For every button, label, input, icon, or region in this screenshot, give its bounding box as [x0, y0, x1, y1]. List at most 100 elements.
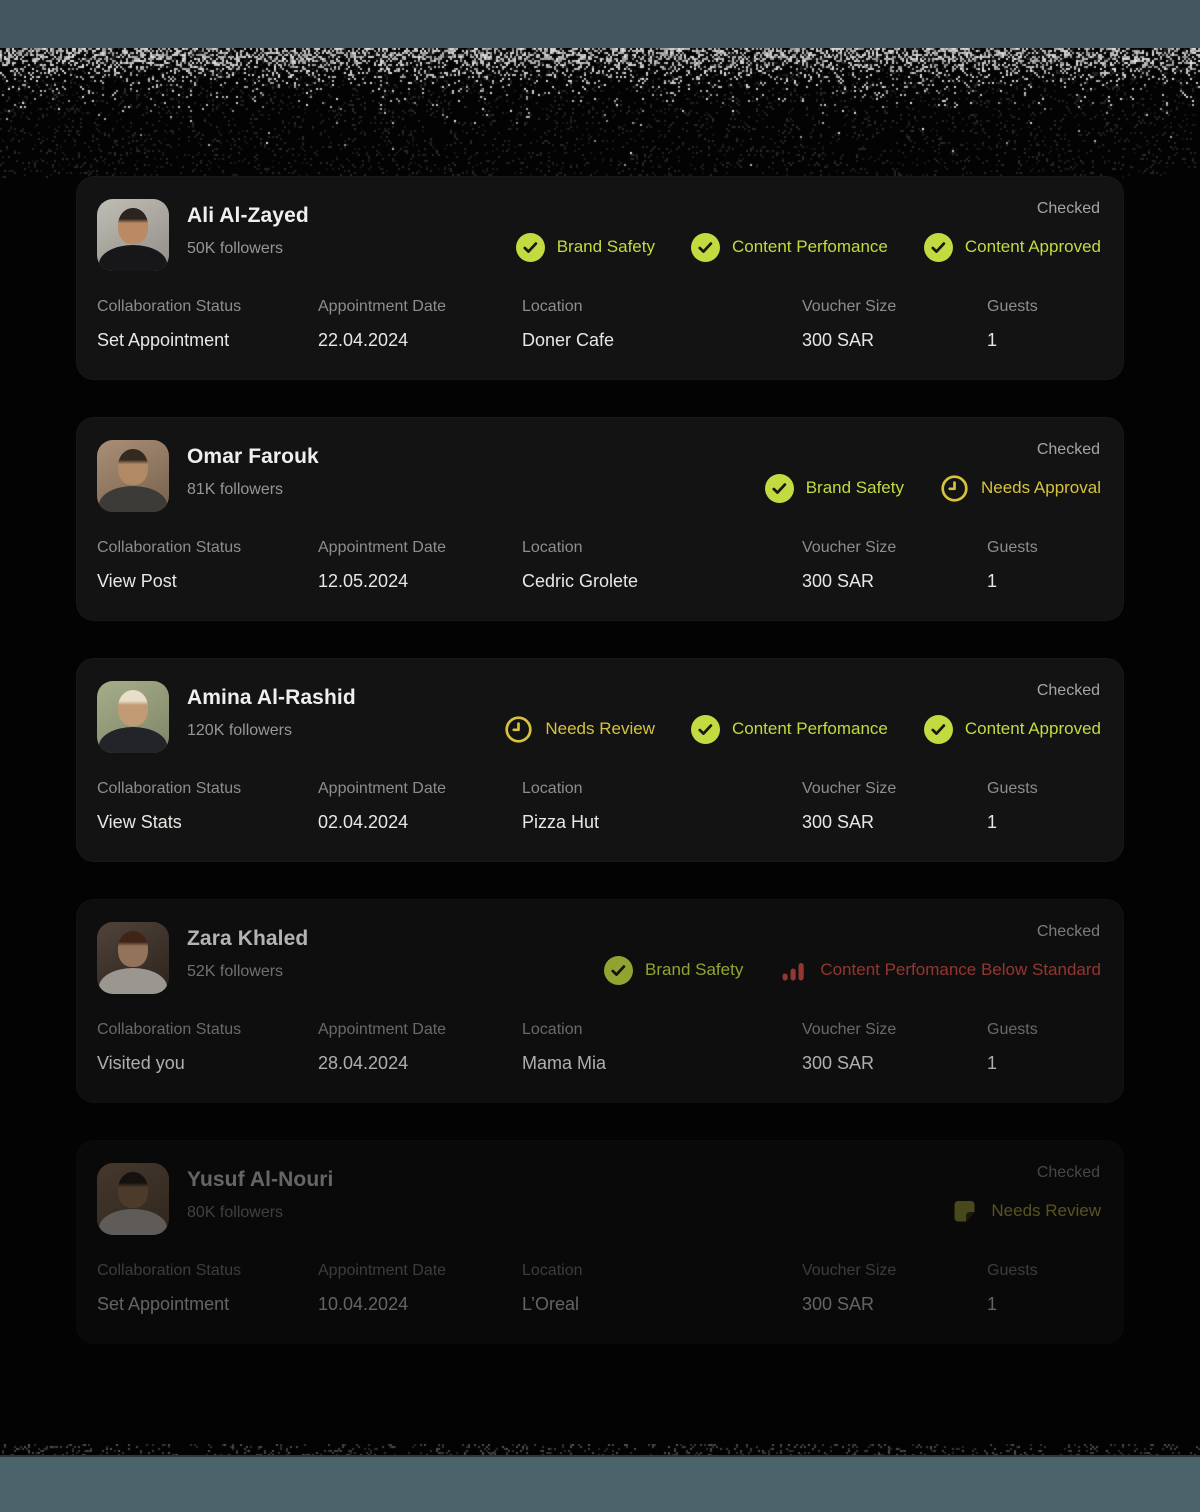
status-badges: Brand Safety Content Perfomance Below Sta…: [604, 955, 1101, 985]
field-label: Appointment Date: [318, 780, 522, 798]
field-location: Location Doner Cafe: [522, 298, 802, 351]
checked-status: Checked: [1037, 1164, 1100, 1182]
follower-count: 52K followers: [187, 963, 283, 981]
badge-label: Brand Safety: [806, 478, 904, 498]
field-voucher-size: Voucher Size 300 SAR: [802, 780, 987, 833]
badge-label: Needs Review: [991, 1201, 1101, 1221]
appointment-date-value: 28.04.2024: [318, 1053, 522, 1074]
field-label: Location: [522, 1262, 802, 1280]
field-label: Location: [522, 780, 802, 798]
details-row: Collaboration Status View Stats Appointm…: [97, 780, 1103, 833]
check-circle-icon: [691, 233, 720, 262]
badge-label: Brand Safety: [557, 237, 655, 257]
bottom-teal-band: [0, 1455, 1200, 1512]
field-guests: Guests 1: [987, 298, 1103, 351]
voucher-size-value: 300 SAR: [802, 571, 987, 592]
collaboration-status-action[interactable]: View Stats: [97, 812, 318, 833]
collaboration-status-action[interactable]: Set Appointment: [97, 330, 318, 351]
influencer-card[interactable]: Amina Al-Rashid 120K followers Checked N…: [76, 658, 1124, 862]
field-label: Voucher Size: [802, 298, 987, 316]
checked-status: Checked: [1037, 200, 1100, 218]
voucher-size-value: 300 SAR: [802, 812, 987, 833]
avatar: [97, 1163, 169, 1235]
field-appointment-date: Appointment Date 02.04.2024: [318, 780, 522, 833]
field-label: Collaboration Status: [97, 298, 318, 316]
field-appointment-date: Appointment Date 10.04.2024: [318, 1262, 522, 1315]
check-circle-icon: [691, 715, 720, 744]
status-badge[interactable]: Brand Safety: [765, 474, 904, 503]
status-badge[interactable]: Content Perfomance: [691, 715, 888, 744]
field-guests: Guests 1: [987, 539, 1103, 592]
field-label: Collaboration Status: [97, 1262, 318, 1280]
influencer-card[interactable]: Yusuf Al-Nouri 80K followers Checked Nee…: [76, 1140, 1124, 1344]
field-guests: Guests 1: [987, 1021, 1103, 1074]
avatar: [97, 681, 169, 753]
field-appointment-date: Appointment Date 12.05.2024: [318, 539, 522, 592]
voucher-size-value: 300 SAR: [802, 1053, 987, 1074]
collaboration-status-action[interactable]: Visited you: [97, 1053, 318, 1074]
follower-count: 80K followers: [187, 1204, 283, 1222]
top-noise-dither: [0, 48, 1200, 178]
status-badge[interactable]: Content Perfomance Below Standard: [779, 956, 1101, 985]
status-badges: Needs Review Content Perfomance Content Ap…: [504, 714, 1101, 744]
field-guests: Guests 1: [987, 780, 1103, 833]
field-label: Location: [522, 539, 802, 557]
location-value: Doner Cafe: [522, 330, 802, 351]
checked-status: Checked: [1037, 923, 1100, 941]
checked-status: Checked: [1037, 441, 1100, 459]
status-badge[interactable]: Content Approved: [924, 715, 1101, 744]
status-badge[interactable]: Content Perfomance: [691, 233, 888, 262]
collaboration-status-action[interactable]: Set Appointment: [97, 1294, 318, 1315]
status-badge[interactable]: Needs Approval: [940, 474, 1101, 503]
document-icon: [950, 1197, 979, 1226]
field-label: Collaboration Status: [97, 539, 318, 557]
field-collaboration-status: Collaboration Status Set Appointment: [97, 1262, 318, 1315]
guests-value: 1: [987, 812, 1103, 833]
clock-icon: [504, 715, 533, 744]
influencer-name: Amina Al-Rashid: [187, 686, 356, 710]
field-guests: Guests 1: [987, 1262, 1103, 1315]
status-badges: Needs Review: [950, 1196, 1101, 1226]
influencer-card[interactable]: Zara Khaled 52K followers Checked Brand …: [76, 899, 1124, 1103]
location-value: L’Oreal: [522, 1294, 802, 1315]
field-label: Location: [522, 298, 802, 316]
voucher-size-value: 300 SAR: [802, 1294, 987, 1315]
collaboration-status-action[interactable]: View Post: [97, 571, 318, 592]
status-badge[interactable]: Brand Safety: [516, 233, 655, 262]
field-appointment-date: Appointment Date 22.04.2024: [318, 298, 522, 351]
status-badge[interactable]: Needs Review: [504, 715, 655, 744]
check-circle-icon: [924, 233, 953, 262]
status-badges: Brand Safety Content Perfomance Content Ap…: [516, 232, 1101, 262]
field-label: Collaboration Status: [97, 780, 318, 798]
badge-label: Content Approved: [965, 237, 1101, 257]
status-badge[interactable]: Needs Review: [950, 1197, 1101, 1226]
field-collaboration-status: Collaboration Status View Post: [97, 539, 318, 592]
field-label: Guests: [987, 780, 1103, 798]
field-label: Guests: [987, 1262, 1103, 1280]
voucher-size-value: 300 SAR: [802, 330, 987, 351]
influencer-card[interactable]: Omar Farouk 81K followers Checked Brand …: [76, 417, 1124, 621]
appointment-date-value: 12.05.2024: [318, 571, 522, 592]
details-row: Collaboration Status Set Appointment App…: [97, 298, 1103, 351]
status-badges: Brand Safety Needs Approval: [765, 473, 1101, 503]
avatar: [97, 440, 169, 512]
status-badge[interactable]: Content Approved: [924, 233, 1101, 262]
collaboration-card-list: Ali Al-Zayed 50K followers Checked Brand…: [76, 176, 1124, 1344]
field-location: Location Pizza Hut: [522, 780, 802, 833]
follower-count: 120K followers: [187, 722, 292, 740]
field-label: Guests: [987, 298, 1103, 316]
avatar: [97, 199, 169, 271]
field-voucher-size: Voucher Size 300 SAR: [802, 1262, 987, 1315]
field-collaboration-status: Collaboration Status Visited you: [97, 1021, 318, 1074]
field-label: Voucher Size: [802, 1021, 987, 1039]
badge-label: Content Perfomance Below Standard: [820, 960, 1101, 980]
status-badge[interactable]: Brand Safety: [604, 956, 743, 985]
badge-label: Needs Approval: [981, 478, 1101, 498]
details-row: Collaboration Status Visited you Appoint…: [97, 1021, 1103, 1074]
field-voucher-size: Voucher Size 300 SAR: [802, 1021, 987, 1074]
check-circle-icon: [516, 233, 545, 262]
influencer-card[interactable]: Ali Al-Zayed 50K followers Checked Brand…: [76, 176, 1124, 380]
badge-label: Content Perfomance: [732, 719, 888, 739]
field-location: Location Cedric Grolete: [522, 539, 802, 592]
field-label: Appointment Date: [318, 298, 522, 316]
